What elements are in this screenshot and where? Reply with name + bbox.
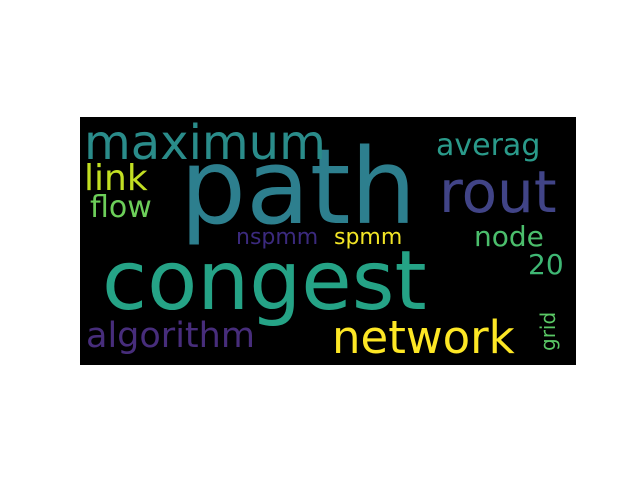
word-node: node <box>474 220 544 253</box>
word-link: link <box>84 158 148 199</box>
word-spmm: spmm <box>334 225 403 250</box>
word-flow: flow <box>90 190 152 225</box>
word-averag: averag <box>436 128 541 163</box>
word-rout: rout <box>439 158 557 226</box>
word-algorithm: algorithm <box>86 316 255 356</box>
word-congest: congest <box>102 234 427 329</box>
word-path: path <box>180 126 417 248</box>
word-20: 20 <box>528 248 564 281</box>
word-grid: grid <box>536 311 560 351</box>
word-network: network <box>332 311 515 364</box>
word-maximum: maximum <box>84 117 326 171</box>
word-cloud: path congest rout maximum network algori… <box>80 117 576 365</box>
word-nspmm: nspmm <box>236 225 319 250</box>
